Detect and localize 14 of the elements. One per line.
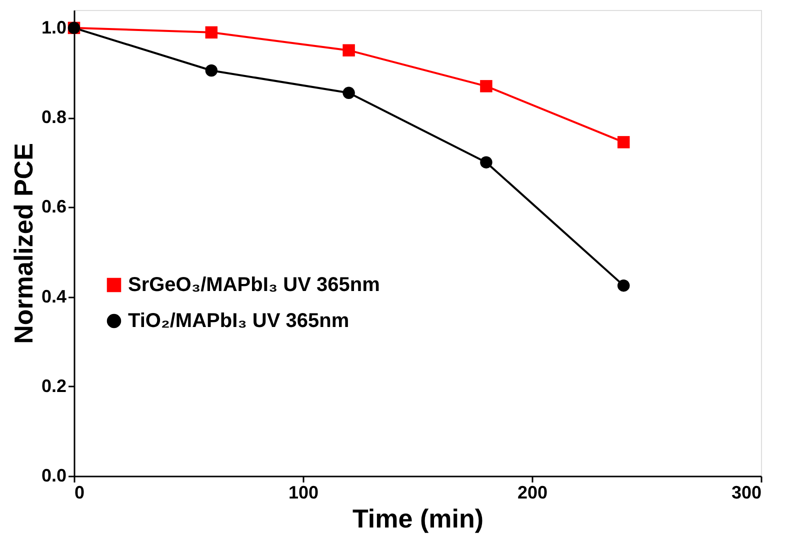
y-tick-label: 0.6 (41, 196, 66, 217)
y-tick-label: 0.0 (41, 466, 66, 486)
x-tick-label: 100 (288, 482, 319, 502)
x-axis-title: Time (min) (352, 504, 484, 534)
legend-label: SrGeO₃/MAPbI₃ UV 365nm (128, 274, 380, 296)
y-tick-label: 0.2 (41, 376, 66, 396)
y-tick-label: 0.4 (41, 286, 66, 306)
x-tick-label: 200 (517, 482, 548, 502)
x-tick-label: 0 (74, 482, 85, 502)
y-tick-label: 1.0 (41, 17, 66, 38)
y-axis-title: Normalized PCE (8, 143, 38, 344)
legend-label: TiO₂/MAPbI₃ UV 365nm (128, 310, 350, 332)
x-tick-label: 300 (731, 482, 762, 502)
y-tick-label: 0.8 (41, 107, 66, 128)
